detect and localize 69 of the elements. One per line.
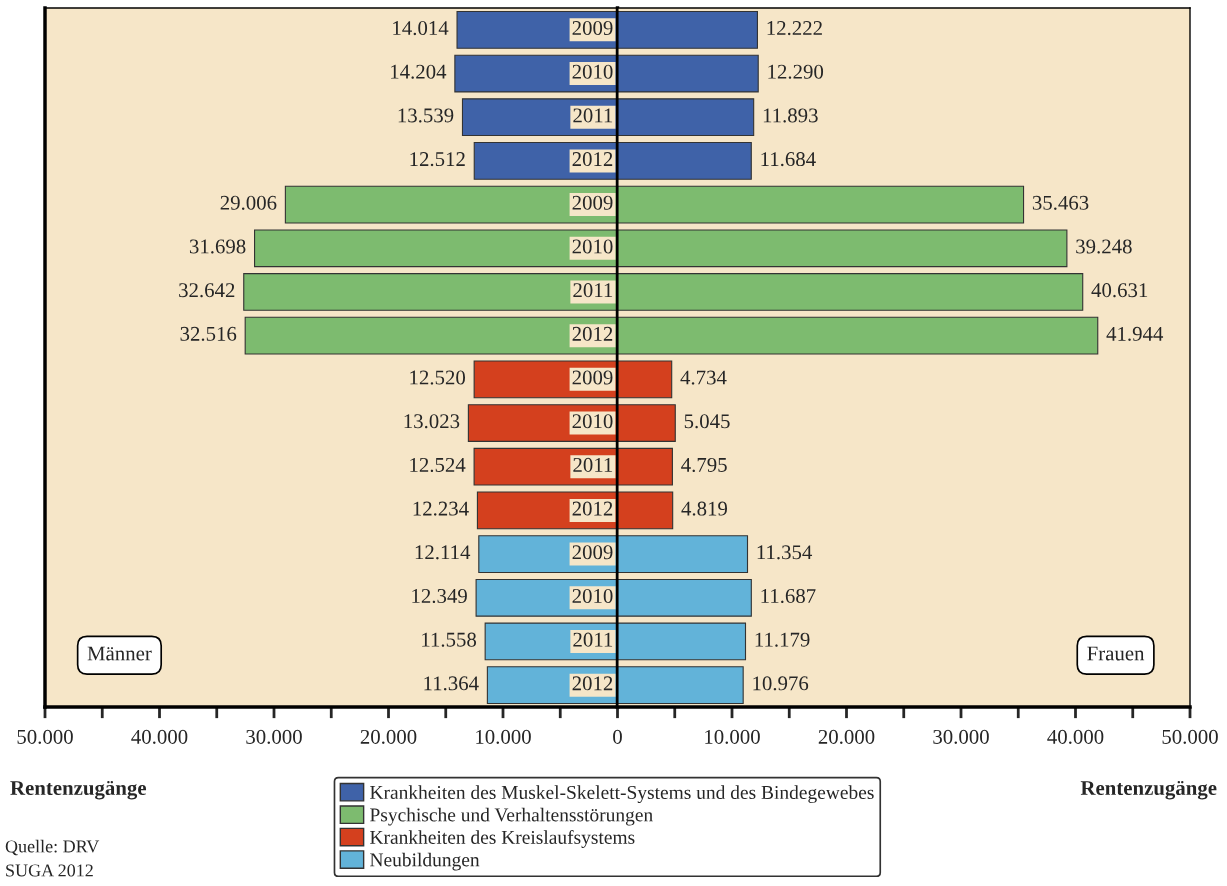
y-tick-label: 2009 xyxy=(572,21,613,36)
y-tick-label: 2011 xyxy=(573,632,613,647)
data-label: 11.893 xyxy=(763,108,818,123)
annotation: Frauen xyxy=(1087,646,1145,661)
y-tick-label: 2010 xyxy=(572,588,613,603)
data-label: 5.045 xyxy=(684,414,730,429)
text: SUGA 2012 xyxy=(6,864,93,877)
data-label: 12.222 xyxy=(767,21,822,36)
y-tick-label: 2012 xyxy=(572,326,613,341)
text: Rentenzugänge xyxy=(10,780,147,800)
data-label: 12.290 xyxy=(768,64,824,79)
x-tick-label: 30.000 xyxy=(933,729,989,744)
y-tick-label: 2010 xyxy=(572,239,613,254)
data-label: 14.014 xyxy=(393,21,449,36)
y-tick-label: 2012 xyxy=(572,501,613,516)
data-label: 31.698 xyxy=(189,239,246,254)
legend-label: Krankheiten des Muskel-Skelett-Systems und des Bindegewebes xyxy=(370,785,874,804)
x-tick-label: 20.000 xyxy=(360,729,417,744)
x-tick-label: 10.000 xyxy=(705,729,760,744)
y-tick-label: 2009 xyxy=(572,545,613,560)
legend-label: Psychische und Verhaltensstörungen xyxy=(370,807,653,826)
x-tick-label: 50.000 xyxy=(1162,729,1218,744)
x-tick-label: 10.000 xyxy=(476,729,531,744)
text: Rentenzugänge xyxy=(1080,780,1217,800)
y-tick-label: 2009 xyxy=(572,195,613,210)
x-tick-label: 0 xyxy=(613,729,622,744)
data-label: 11.354 xyxy=(757,545,813,560)
data-label: 4.795 xyxy=(681,457,727,473)
data-label: 11.684 xyxy=(761,152,816,167)
x-tick-label: 50.000 xyxy=(17,729,73,744)
data-label: 11.687 xyxy=(761,588,816,604)
y-tick-label: 2012 xyxy=(572,676,613,691)
y-tick-label: 2011 xyxy=(573,457,613,472)
data-label: 32.642 xyxy=(179,283,235,298)
source-note: Quelle: DRV xyxy=(5,839,100,856)
data-label: 13.539 xyxy=(398,108,454,123)
data-label: 11.558 xyxy=(422,632,477,647)
data-label: 12.524 xyxy=(410,457,466,473)
y-tick-label: 2012 xyxy=(572,152,613,167)
x-tick-label: 20.000 xyxy=(818,729,875,744)
data-label: 12.512 xyxy=(410,152,465,167)
data-label: 13.023 xyxy=(404,414,460,429)
data-label: 11.179 xyxy=(755,632,810,647)
x-tick-label: 40.000 xyxy=(1047,729,1104,744)
data-label: 35.463 xyxy=(1032,195,1089,210)
annotation: Männer xyxy=(87,646,152,661)
data-label: 12.349 xyxy=(412,589,467,604)
y-tick-label: 2010 xyxy=(572,414,613,429)
data-label: 39.248 xyxy=(1076,239,1132,254)
data-label: 10.976 xyxy=(753,676,809,691)
data-label: 12.520 xyxy=(410,370,466,385)
x-tick-label: 40.000 xyxy=(131,729,188,744)
x-tick-label: 30.000 xyxy=(246,729,302,744)
y-tick-label: 2009 xyxy=(572,370,613,385)
data-label: 14.204 xyxy=(391,64,447,79)
data-label: 4.819 xyxy=(681,501,728,516)
data-label: 12.114 xyxy=(415,545,471,560)
legend-label: Neubildungen xyxy=(370,852,480,871)
legend-label: Krankheiten des Kreislaufsystems xyxy=(370,830,635,848)
y-tick-label: 2011 xyxy=(573,108,613,123)
y-tick-label: 2010 xyxy=(572,64,613,79)
data-label: 11.364 xyxy=(424,676,479,691)
data-label: 40.631 xyxy=(1091,283,1148,298)
data-label: 12.234 xyxy=(413,501,469,516)
data-label: 32.516 xyxy=(180,326,237,341)
data-label: 4.734 xyxy=(680,370,727,385)
data-label: 41.944 xyxy=(1106,326,1164,341)
data-label: 29.006 xyxy=(220,195,277,210)
y-tick-label: 2011 xyxy=(573,283,613,298)
